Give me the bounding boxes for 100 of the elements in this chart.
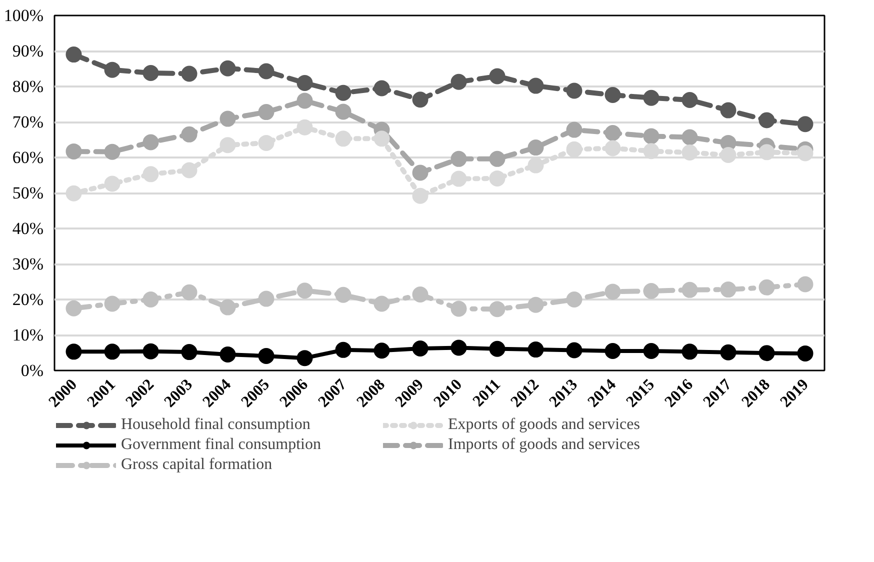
legend-label: Government final consumption [121,436,322,454]
point [758,112,775,128]
point [104,176,120,192]
point [489,340,506,357]
point [643,282,660,299]
legend-label: Household final consumption [121,416,312,434]
point [566,122,582,138]
point [220,60,236,76]
point [296,119,313,136]
point [335,84,352,101]
point [374,342,390,359]
point [643,342,660,359]
point [604,342,621,359]
point [489,150,506,167]
point [604,87,621,104]
point [682,129,698,146]
point [450,150,467,167]
point [566,342,582,358]
point [66,344,82,360]
point [374,80,390,96]
point [528,157,544,174]
point [220,299,236,316]
point [258,104,274,120]
point [412,286,428,303]
point [104,144,120,160]
legend-label: Exports of goods and services [448,416,641,434]
point [335,130,352,147]
point [142,166,159,182]
point [66,300,82,316]
point [797,145,814,162]
point [758,279,775,296]
point [104,62,120,78]
point [450,340,467,356]
point [604,284,621,300]
point [296,282,313,299]
point [682,344,698,360]
point [412,164,428,181]
y-tick-label: 60% [12,148,44,167]
y-tick-label: 30% [12,254,44,274]
point [181,162,198,178]
point [104,344,120,360]
point [720,282,736,298]
point [258,63,274,80]
legend-label: Gross capital formation [121,456,274,474]
point [489,301,506,318]
point [720,344,736,360]
point [258,134,274,151]
point [797,345,814,362]
point [682,92,698,108]
point [566,292,582,308]
point [797,116,814,132]
point [450,170,467,187]
point [412,188,428,204]
point [528,78,544,94]
point [720,147,736,163]
point [643,143,660,160]
point [220,137,236,154]
point [450,300,467,317]
point [528,140,544,156]
y-tick-label: 20% [12,290,44,309]
point [374,130,390,147]
point [720,102,736,118]
y-tick-label: 70% [12,112,44,132]
point [181,344,198,360]
point [296,350,313,366]
point [142,292,159,308]
point [142,343,159,360]
y-tick-label: 100% [4,6,44,25]
point [66,185,82,202]
point [220,346,236,363]
point [296,92,313,109]
point [682,144,698,161]
point [489,68,506,84]
point [528,296,544,313]
point [412,340,428,356]
point [412,92,428,108]
point [258,290,274,307]
y-tick-label: 50% [12,184,44,202]
point [450,74,467,90]
point [489,170,506,186]
point [758,144,775,160]
point [604,125,621,141]
point [566,141,582,158]
point [797,276,814,292]
point [220,110,236,127]
point [335,104,352,120]
point [374,296,390,312]
point [566,82,582,99]
point [528,342,544,358]
point [142,134,159,150]
legend-label: Imports of goods and services [448,436,641,454]
y-tick-label: 10% [12,326,44,344]
point [66,143,82,160]
point [335,286,352,303]
point [258,348,274,364]
y-tick-label: 0% [20,361,44,380]
point [758,345,775,362]
point [643,90,660,106]
point [296,74,313,91]
point [604,140,621,156]
